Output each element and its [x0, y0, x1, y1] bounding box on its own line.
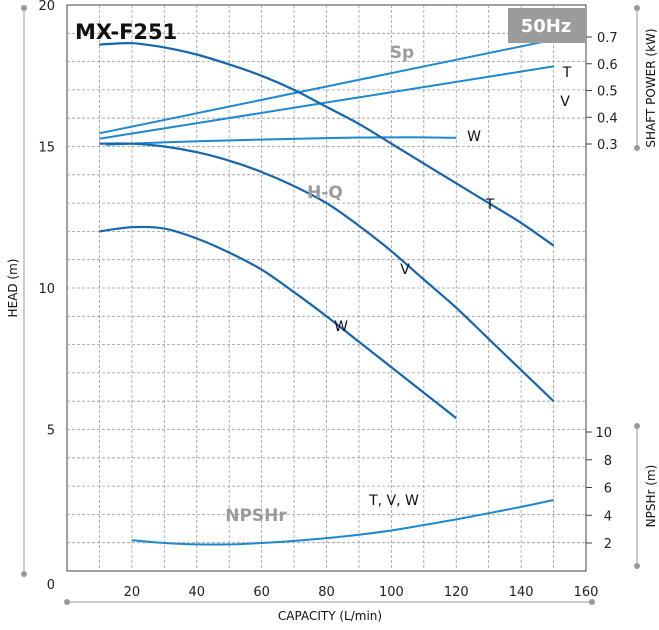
- power-curves: [99, 38, 554, 146]
- power-curve-t: [99, 38, 554, 135]
- y-tick-label: 20: [38, 0, 55, 14]
- npsh-curves: [131, 499, 554, 546]
- power-tick-label: 0.3: [597, 138, 618, 153]
- power-tick-label: 0.7: [597, 31, 618, 46]
- x-tick-label: 20: [124, 585, 141, 600]
- y-axis-title: HEAD (m): [6, 259, 20, 318]
- power-axis-bracket: [634, 5, 640, 151]
- npsh-tick-label: 6: [604, 482, 612, 497]
- npsh-tick-label: 2: [604, 537, 612, 552]
- head-curve-v: [99, 142, 555, 402]
- section-label-hq: H-Q: [307, 183, 343, 203]
- section-label-sp: Sp: [390, 43, 414, 63]
- npsh-tick-label: 4: [604, 509, 612, 524]
- power-curve-v: [99, 65, 554, 140]
- npsh-curve: [131, 499, 554, 546]
- frequency-badge-label: 50Hz: [521, 16, 572, 37]
- label-head-t: T: [485, 197, 495, 213]
- head-curve-w: [99, 225, 457, 420]
- x-tick-label: 120: [444, 585, 469, 600]
- x-tick-label: 60: [253, 585, 270, 600]
- y-tick-label: 0: [47, 578, 55, 593]
- section-label-npshr: NPSHr: [225, 506, 287, 526]
- x-tick-label: 100: [379, 585, 404, 600]
- head-curve-t: [99, 42, 555, 247]
- head-axis-bracket: [21, 5, 27, 577]
- npsh-tick-labels: 2 4 6 8 10: [586, 426, 612, 552]
- x-tick-label: 160: [574, 585, 599, 600]
- power-tick-label: 0.4: [597, 111, 618, 126]
- chart-title: MX-F251: [75, 20, 177, 44]
- x-tick-label: 80: [318, 585, 335, 600]
- npsh-tick-label: 8: [604, 454, 612, 469]
- power-tick-label: 0.6: [597, 58, 618, 73]
- capacity-axis-bracket: [64, 599, 595, 605]
- x-tick-label: 140: [509, 585, 534, 600]
- label-npsh: T, V, W: [368, 493, 419, 509]
- power-curve-w: [105, 136, 457, 146]
- y-tick-labels: 0 5 10 15 20: [38, 0, 55, 593]
- power-tick-label: 0.5: [597, 85, 618, 100]
- x-tick-labels: 20 40 60 80 100 120 140 160: [124, 585, 599, 600]
- power-axis-title: SHAFT POWER (kW): [644, 28, 658, 147]
- npsh-axis-bracket: [634, 423, 640, 569]
- npsh-tick-label: 10: [595, 426, 612, 441]
- label-power-v: V: [560, 94, 570, 110]
- label-power-w: W: [467, 129, 481, 145]
- label-head-v: V: [400, 262, 410, 278]
- head-curves: [99, 42, 555, 420]
- x-axis-title: CAPACITY (L/min): [278, 609, 382, 623]
- x-tick-label: 40: [188, 585, 205, 600]
- y-tick-label: 15: [38, 141, 55, 156]
- npsh-axis-title: NPSHr (m): [644, 465, 658, 528]
- label-power-t: T: [562, 65, 572, 81]
- y-tick-label: 5: [47, 424, 55, 439]
- grid: [67, 5, 586, 571]
- label-head-w: W: [334, 319, 348, 335]
- y-tick-label: 10: [38, 282, 55, 297]
- frequency-badge: [508, 8, 585, 43]
- power-tick-labels: 0.3 0.4 0.5 0.6 0.7: [586, 31, 618, 153]
